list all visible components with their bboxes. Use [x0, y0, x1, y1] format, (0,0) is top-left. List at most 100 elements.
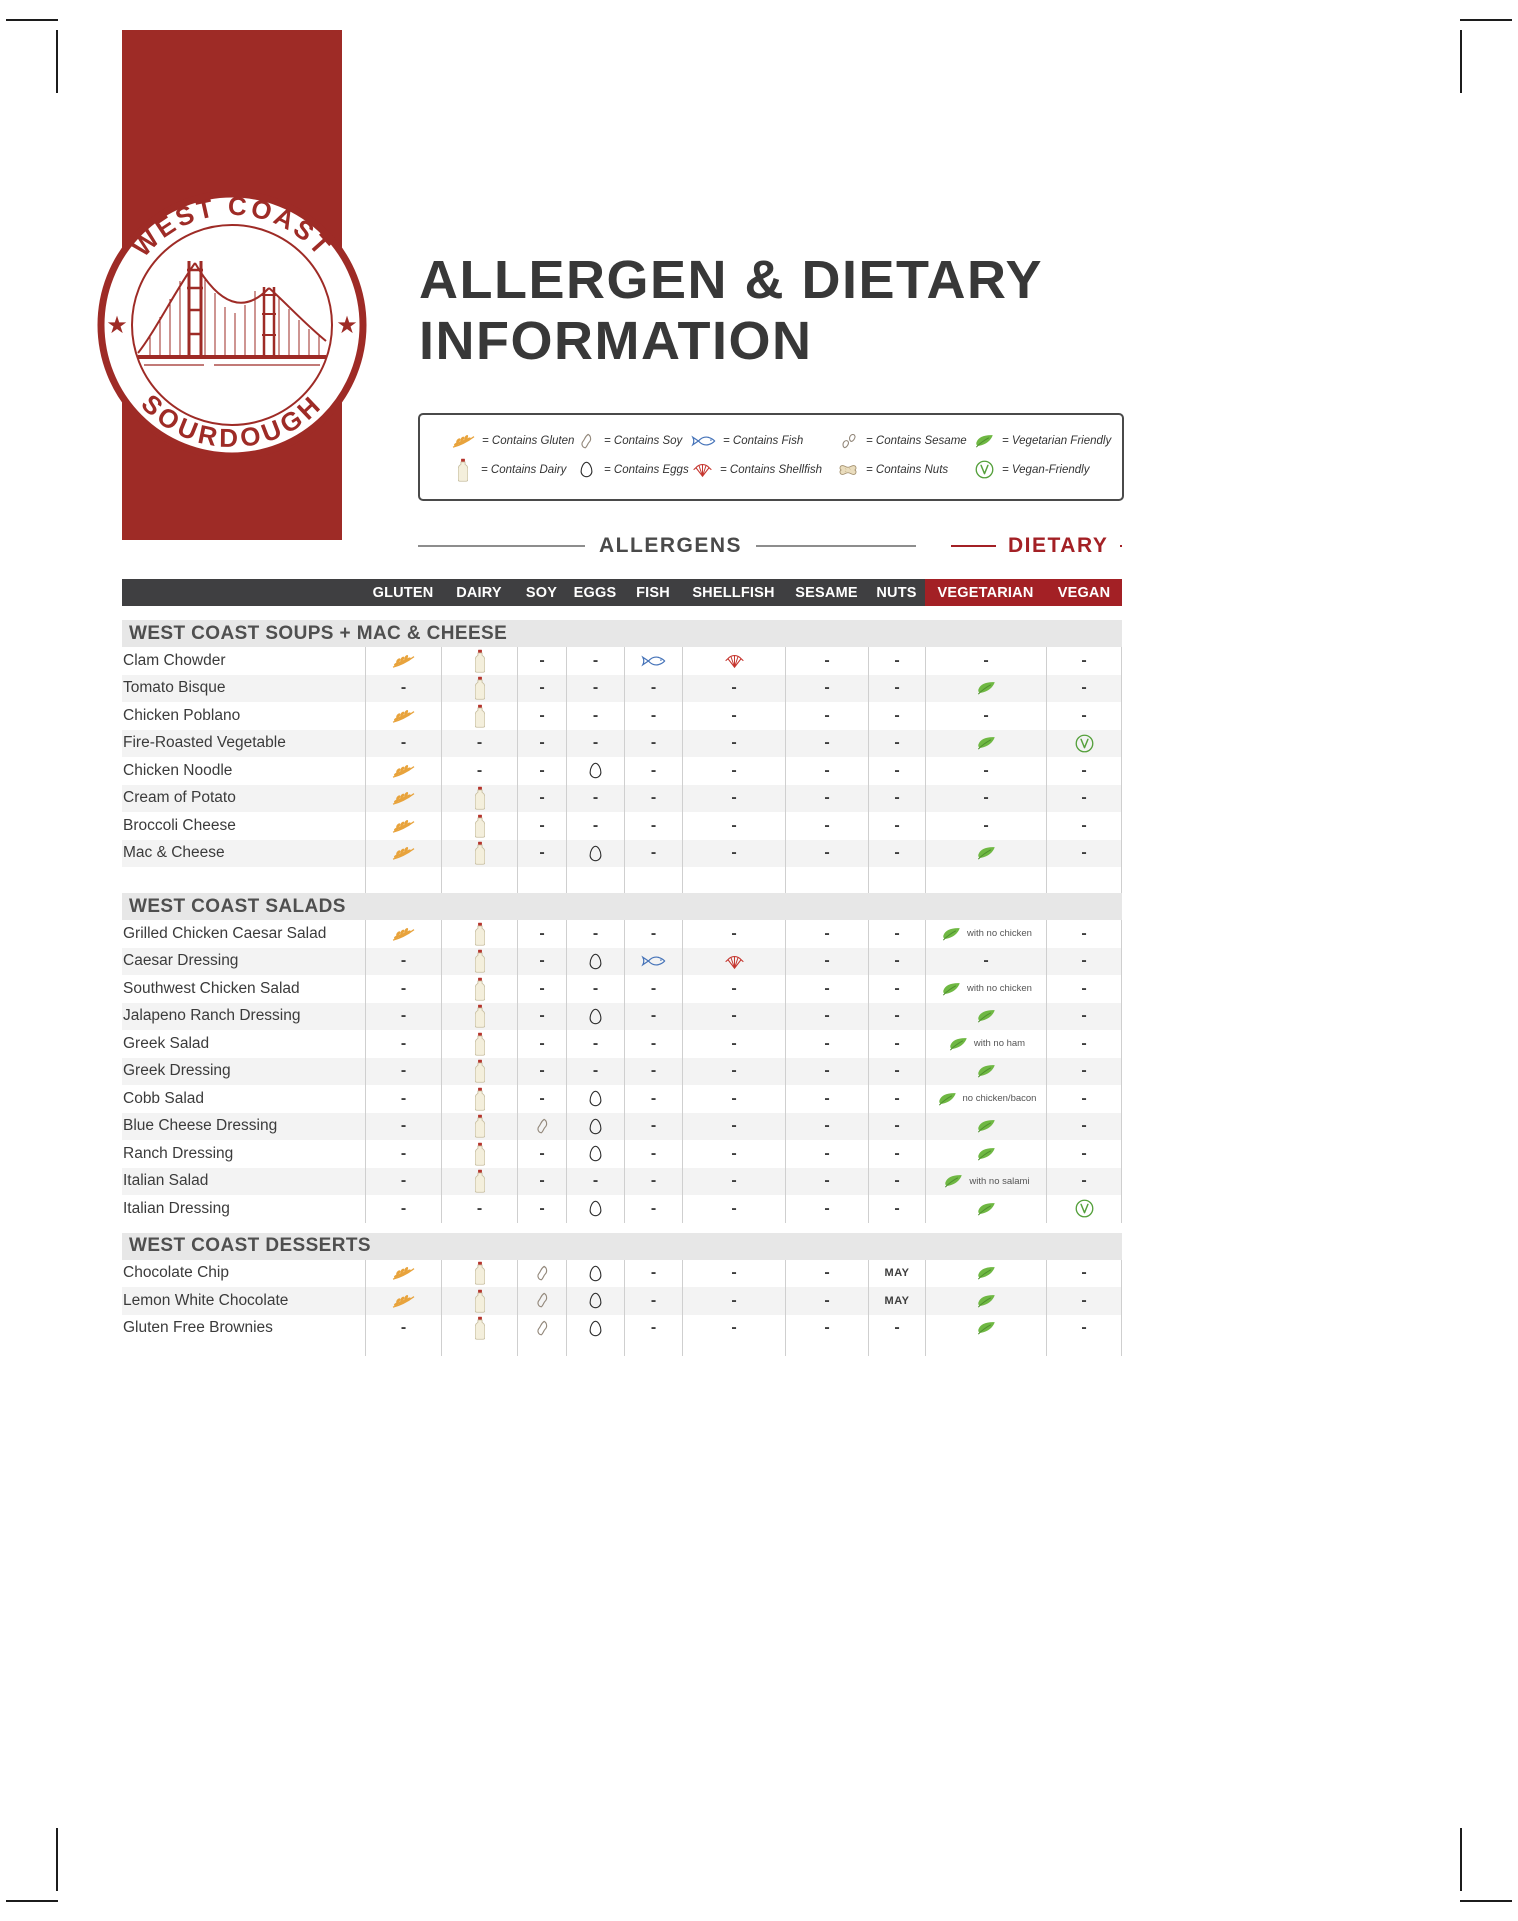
- table-row: Cream of Potato - - - - - - - -: [122, 784, 1122, 812]
- item-name: Italian Dressing: [123, 1199, 230, 1217]
- cell-egg: [566, 1085, 624, 1113]
- egg-icon: [585, 1145, 607, 1162]
- dash-mark: -: [731, 789, 737, 807]
- cell-soy: [517, 1287, 566, 1315]
- cell-dash: -: [868, 674, 925, 702]
- vegetarian-leaf-icon: [975, 736, 997, 750]
- cell-dairy: [441, 784, 517, 812]
- crop-mark: [1460, 19, 1512, 21]
- cell-egg: [566, 1287, 624, 1315]
- dash-mark: -: [1081, 1034, 1087, 1052]
- dash-mark: -: [476, 761, 483, 779]
- cell-wheat: [365, 784, 441, 812]
- cell-note: with no chicken: [967, 928, 1032, 940]
- cell-wheat: [365, 702, 441, 730]
- cell-leaf: [925, 1057, 1046, 1085]
- dairy-bottle-icon: [469, 1142, 491, 1166]
- cell-dash: -: [682, 812, 785, 840]
- cell-dash: -: [785, 839, 868, 867]
- cell-dash: -: [1046, 947, 1122, 975]
- cell-dairy: [441, 1314, 517, 1342]
- cell-dash: -: [566, 729, 624, 757]
- vegetarian-leaf-icon: [942, 1174, 964, 1188]
- dash-mark: -: [731, 1089, 737, 1107]
- cell-leaf: with no chicken: [925, 920, 1046, 948]
- dash-mark: -: [894, 1172, 900, 1190]
- dash-mark: -: [400, 1117, 407, 1135]
- dash-mark: -: [592, 706, 599, 724]
- allergens-heading: ALLERGENS: [599, 534, 743, 557]
- dash-mark: -: [731, 844, 737, 862]
- dash-mark: -: [894, 679, 900, 697]
- dairy-bottle-icon: [469, 1059, 491, 1083]
- cell-note: with no ham: [973, 1038, 1026, 1050]
- crop-mark: [1460, 1828, 1462, 1891]
- dash-mark: -: [400, 1089, 407, 1107]
- dash-mark: -: [824, 1319, 830, 1337]
- dash-mark: -: [400, 1062, 407, 1080]
- fish-icon: [691, 434, 716, 448]
- crop-mark: [6, 19, 58, 21]
- dash-mark: -: [539, 1144, 545, 1162]
- cell-dash: -: [517, 1057, 566, 1085]
- cell-dash: -: [785, 1030, 868, 1058]
- dash-mark: -: [592, 816, 599, 834]
- table-row: Chocolate Chip - - - MAY -: [122, 1259, 1122, 1287]
- soy-bean-icon: [531, 1292, 553, 1309]
- cell-dash: -: [624, 674, 682, 702]
- cell-dash: -: [682, 1259, 785, 1287]
- legend-label: = Vegetarian Friendly: [1002, 435, 1112, 447]
- cell-dash: -: [517, 702, 566, 730]
- cell-leaf: [925, 674, 1046, 702]
- cell-dash: -: [868, 839, 925, 867]
- table-row: Fire-Roasted Vegetable - - - - - - - -: [122, 729, 1122, 757]
- legend-item: = Contains Fish: [691, 434, 837, 448]
- cell-soy: [517, 1259, 566, 1287]
- dash-mark: -: [539, 734, 545, 752]
- dairy-bottle-icon: [469, 1261, 491, 1285]
- cell-dairy: [441, 812, 517, 840]
- dash-mark: -: [400, 1172, 407, 1190]
- dash-mark: -: [1081, 1144, 1087, 1162]
- dash-mark: -: [894, 761, 900, 779]
- table-row: Caesar Dressing - - - - - -: [122, 947, 1122, 975]
- cell-wheat: [365, 1287, 441, 1315]
- legend-item: = Contains Dairy: [452, 458, 575, 482]
- dairy-bottle-icon: [469, 1087, 491, 1111]
- dash-mark: -: [894, 1199, 900, 1217]
- cell-dash: -: [785, 1112, 868, 1140]
- cell-dash: -: [785, 1314, 868, 1342]
- item-name: Jalapeno Ranch Dressing: [123, 1007, 301, 1025]
- item-name: Broccoli Cheese: [123, 816, 236, 834]
- dairy-bottle-icon: [469, 977, 491, 1001]
- cell-dairy: [441, 1030, 517, 1058]
- cell-dash: -: [868, 1112, 925, 1140]
- cell-dash: -: [624, 1057, 682, 1085]
- column-header-row: GLUTEN DAIRY SOY EGGS FISH SHELLFISH SESAME NUT…: [122, 579, 1122, 606]
- egg-icon: [585, 1292, 607, 1309]
- dash-mark: -: [894, 1144, 900, 1162]
- dash-mark: -: [983, 816, 989, 834]
- cell-dash: -: [868, 1002, 925, 1030]
- cell-dash: -: [1046, 1085, 1122, 1113]
- dash-mark: -: [731, 679, 737, 697]
- legend-label: = Contains Fish: [723, 435, 804, 447]
- dash-mark: -: [824, 679, 830, 697]
- cell-dash: -: [868, 729, 925, 757]
- dash-mark: -: [894, 1034, 900, 1052]
- dash-mark: -: [731, 1172, 737, 1190]
- dash-mark: -: [1081, 979, 1087, 997]
- cell-dash: -: [785, 1167, 868, 1195]
- legend-item: = Contains Gluten: [452, 434, 575, 448]
- dash-mark: -: [983, 706, 989, 724]
- item-name: Southwest Chicken Salad: [123, 979, 300, 997]
- column-header-sesame: SESAME: [785, 579, 868, 606]
- cell-dash: -: [868, 920, 925, 948]
- vegetarian-leaf-icon: [947, 1037, 969, 1051]
- cell-dash: -: [785, 784, 868, 812]
- cell-fish: [624, 647, 682, 675]
- cell-dash: -: [441, 1195, 517, 1223]
- vegetarian-leaf-icon: [975, 1202, 997, 1216]
- legend-box: = Contains Gluten = Contains Soy = Contain…: [418, 413, 1124, 501]
